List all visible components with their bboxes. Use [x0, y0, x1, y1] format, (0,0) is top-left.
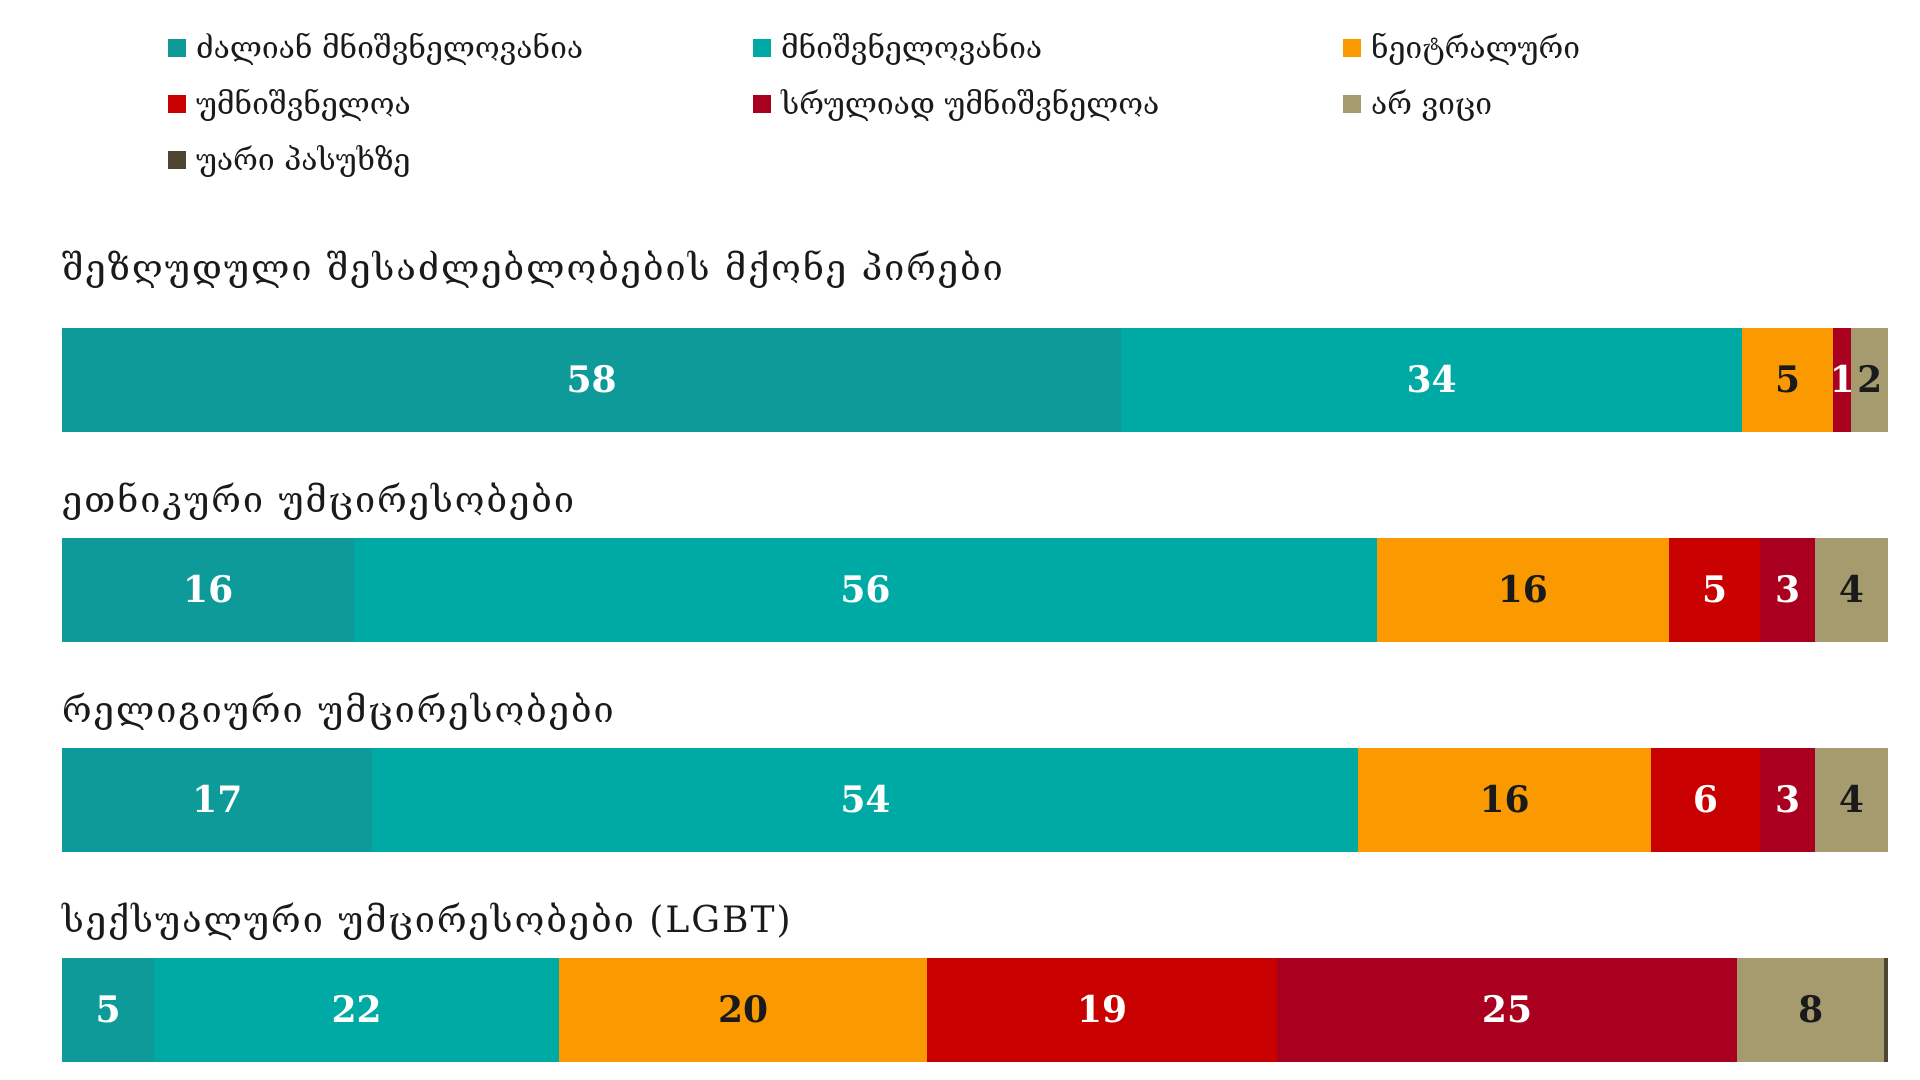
legend-item: სრულიად უმნიშვნელოა: [753, 84, 1159, 124]
legend-label: არ ვიცი: [1371, 86, 1493, 122]
bar-segment: 34: [1121, 328, 1742, 432]
bar-segment: 16: [1376, 538, 1669, 642]
data-label: 19: [1076, 989, 1128, 1031]
bar-segment: 16: [62, 538, 355, 642]
data-label: 8: [1798, 989, 1824, 1031]
bar-segment: 2: [1851, 328, 1888, 432]
bar-segment: 22: [154, 958, 559, 1062]
data-label: 1: [1833, 359, 1852, 401]
bar-row: 58 34 5 1 2: [62, 328, 1888, 432]
bar-segment: 4: [1814, 748, 1888, 852]
legend-item: ძალიან მნიშვნელოვანია: [168, 28, 583, 68]
bar-segment: 20: [558, 958, 928, 1062]
legend-label: ძალიან მნიშვნელოვანია: [196, 30, 584, 66]
legend-item: უარი პასუხზე: [168, 140, 410, 180]
data-label: 25: [1481, 989, 1532, 1031]
bar-segment: 5: [1668, 538, 1761, 642]
data-label: 56: [840, 569, 891, 611]
data-label: 4: [1838, 779, 1864, 821]
data-label: 16: [1497, 569, 1548, 611]
bar-segment: 4: [1814, 538, 1888, 642]
bar-segment: 3: [1760, 748, 1815, 852]
data-label: 4: [1838, 569, 1864, 611]
legend-label: ნეიტრალური: [1371, 30, 1580, 66]
bar-segment: 25: [1276, 958, 1738, 1062]
category-label: სექსუალური უმცირესობები (LGBT): [62, 900, 793, 941]
bar-row: 17 54 16 6 3 4: [62, 748, 1888, 852]
legend-swatch: [168, 95, 186, 113]
bar-segment: 56: [354, 538, 1377, 642]
legend-swatch: [753, 39, 771, 57]
bar-segment: 1: [1833, 328, 1852, 432]
bar-segment: 3: [1760, 538, 1815, 642]
data-label: 20: [718, 989, 769, 1031]
bar-segment: 19: [927, 958, 1277, 1062]
legend-swatch: [753, 95, 771, 113]
legend-item: უმნიშვნელოა: [168, 84, 411, 124]
legend-label: უმნიშვნელოა: [196, 86, 411, 122]
data-label: 2: [1857, 359, 1883, 401]
data-label: 5: [1701, 569, 1728, 611]
legend-label: მნიშვნელოვანია: [781, 30, 1043, 66]
data-label: 17: [192, 779, 243, 821]
data-label: 22: [331, 989, 382, 1031]
category-label: შეზღუდული შესაძლებლობების მქონე პირები: [62, 248, 1005, 289]
data-label: 3: [1774, 779, 1801, 821]
legend-swatch: [168, 151, 186, 169]
bar-segment: 54: [372, 748, 1359, 852]
bar-row: 5 22 20 19 25 8: [62, 958, 1888, 1062]
bar-segment: 8: [1737, 958, 1885, 1062]
legend-swatch: [1343, 39, 1361, 57]
data-label: 58: [566, 359, 617, 401]
legend-swatch: [168, 39, 186, 57]
bar-segment: 17: [62, 748, 373, 852]
bar-segment: [1884, 958, 1888, 1062]
legend-label: უარი პასუხზე: [196, 142, 411, 178]
data-label: 5: [95, 989, 121, 1031]
legend-item: მნიშვნელოვანია: [753, 28, 1042, 68]
category-label: რელიგიური უმცირესობები: [62, 690, 616, 731]
legend-swatch: [1343, 95, 1361, 113]
category-label: ეთნიკური უმცირესობები: [62, 480, 576, 521]
legend-label: სრულიად უმნიშვნელოა: [781, 86, 1160, 122]
data-label: 6: [1692, 779, 1718, 821]
data-label: 3: [1775, 569, 1801, 611]
bar-segment: 6: [1650, 748, 1761, 852]
data-label: 16: [1479, 779, 1530, 821]
bar-segment: 5: [62, 958, 155, 1062]
legend-item: არ ვიცი: [1343, 84, 1492, 124]
bar-segment: 5: [1741, 328, 1834, 432]
data-label: 5: [1775, 359, 1801, 401]
bar-row: 16 56 16 5 3 4: [62, 538, 1888, 642]
data-label: 16: [183, 569, 234, 611]
data-label: 54: [840, 779, 891, 821]
legend-item: ნეიტრალური: [1343, 28, 1580, 68]
bar-segment: 58: [62, 328, 1122, 432]
bar-segment: 16: [1358, 748, 1651, 852]
data-label: 34: [1406, 359, 1457, 401]
